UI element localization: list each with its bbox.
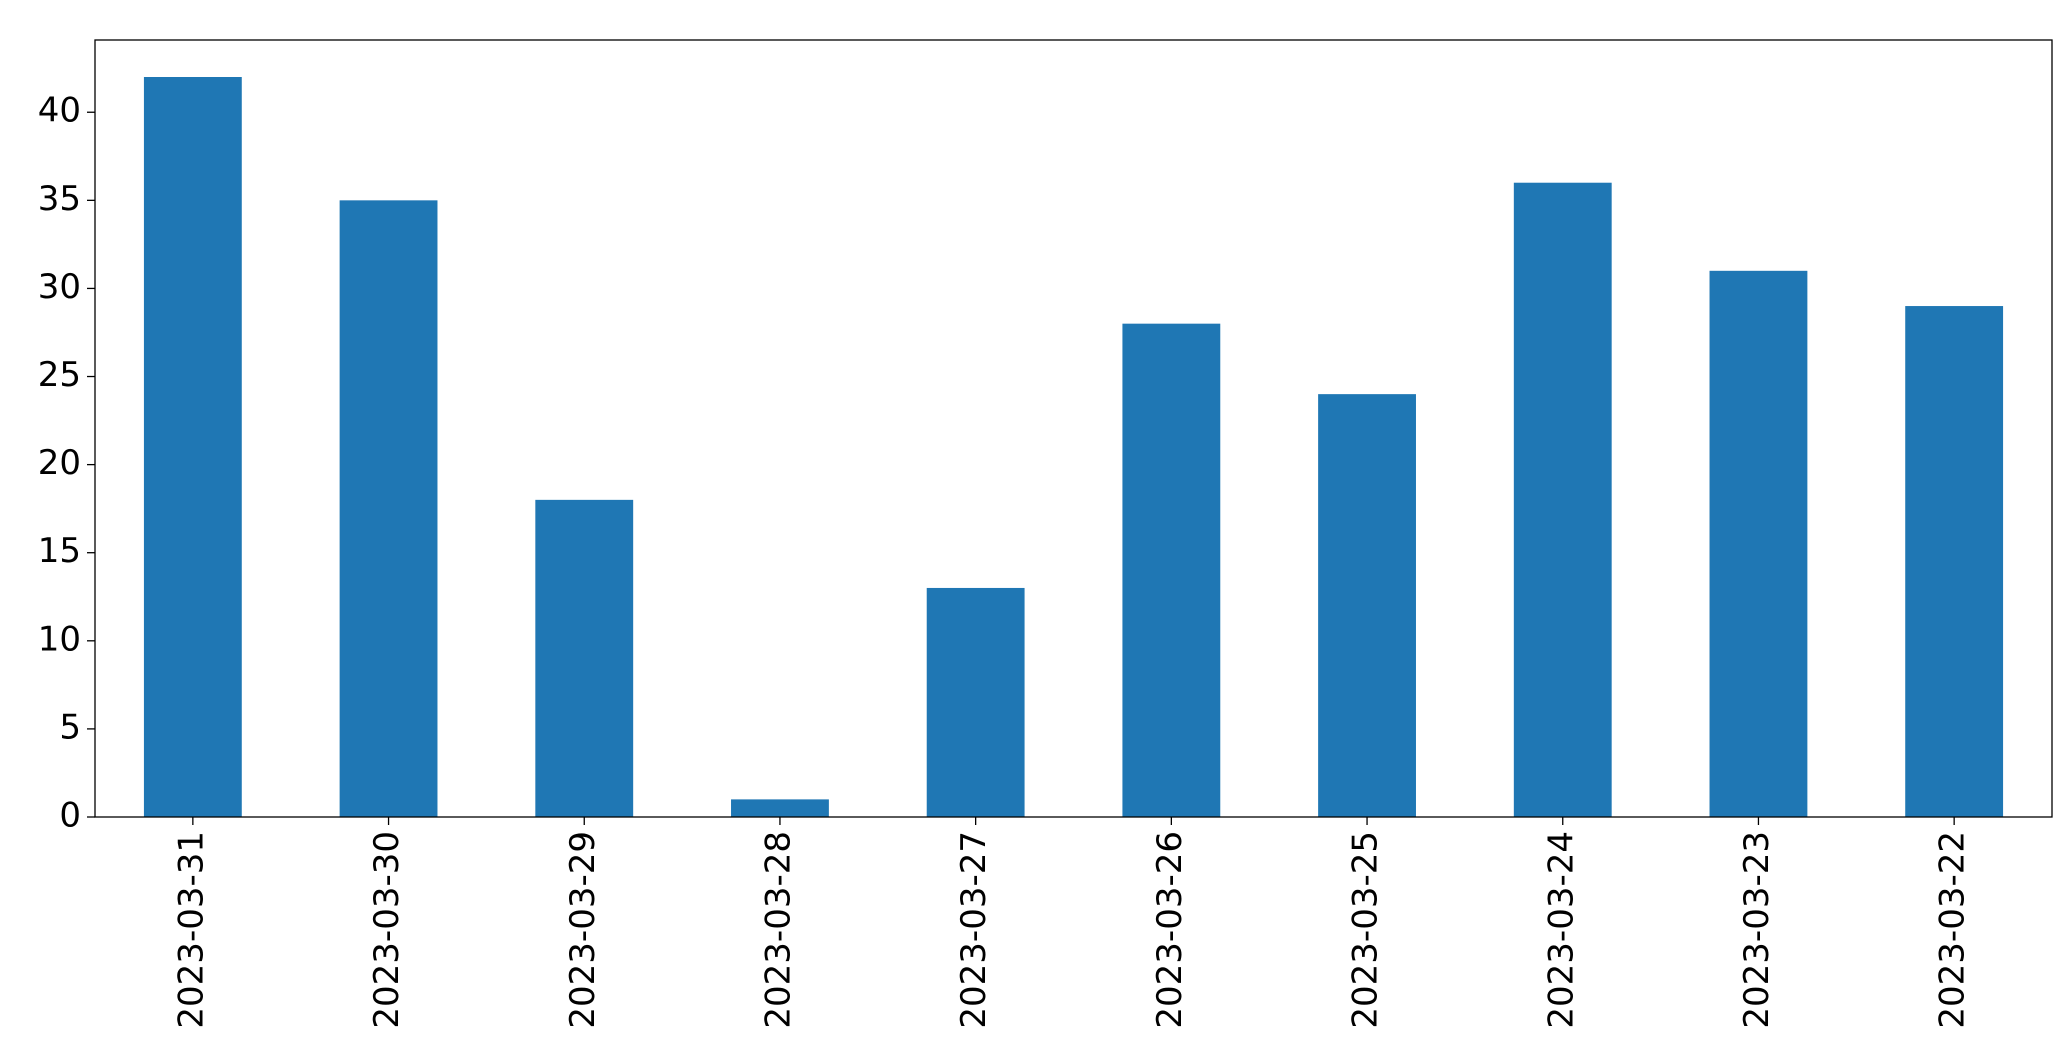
bar xyxy=(1905,306,2004,817)
y-tick-label: 40 xyxy=(38,91,81,131)
bar xyxy=(926,587,1025,817)
y-tick-label: 20 xyxy=(38,443,81,483)
y-tick-label: 5 xyxy=(59,707,81,747)
bar xyxy=(143,77,242,817)
bar xyxy=(731,799,829,817)
x-tick-label: 2023-03-23 xyxy=(1737,831,1777,1029)
y-tick-label: 30 xyxy=(38,267,81,307)
y-tick-label: 10 xyxy=(38,619,81,659)
bar xyxy=(535,499,634,817)
x-tick-label: 2023-03-22 xyxy=(1933,831,1973,1029)
x-tick-label: 2023-03-30 xyxy=(367,831,407,1029)
y-tick-label: 15 xyxy=(38,531,81,571)
y-tick-label: 35 xyxy=(38,179,81,219)
x-tick-label: 2023-03-27 xyxy=(954,831,994,1029)
axes-frame xyxy=(94,39,2053,818)
x-tick-label: 2023-03-29 xyxy=(563,831,603,1029)
y-tick-label: 0 xyxy=(59,796,81,836)
x-tick-label: 2023-03-25 xyxy=(1346,831,1386,1029)
x-tick-label: 2023-03-24 xyxy=(1541,831,1581,1029)
bar xyxy=(1318,394,1416,817)
bar xyxy=(1513,182,1612,817)
x-tick-label: 2023-03-31 xyxy=(171,831,211,1029)
y-tick-label: 25 xyxy=(38,355,81,395)
bar xyxy=(1122,323,1221,817)
bar xyxy=(339,200,438,818)
bar xyxy=(1709,270,1808,817)
x-tick-label: 2023-03-26 xyxy=(1150,831,1190,1029)
x-tick-label: 2023-03-28 xyxy=(758,831,798,1029)
